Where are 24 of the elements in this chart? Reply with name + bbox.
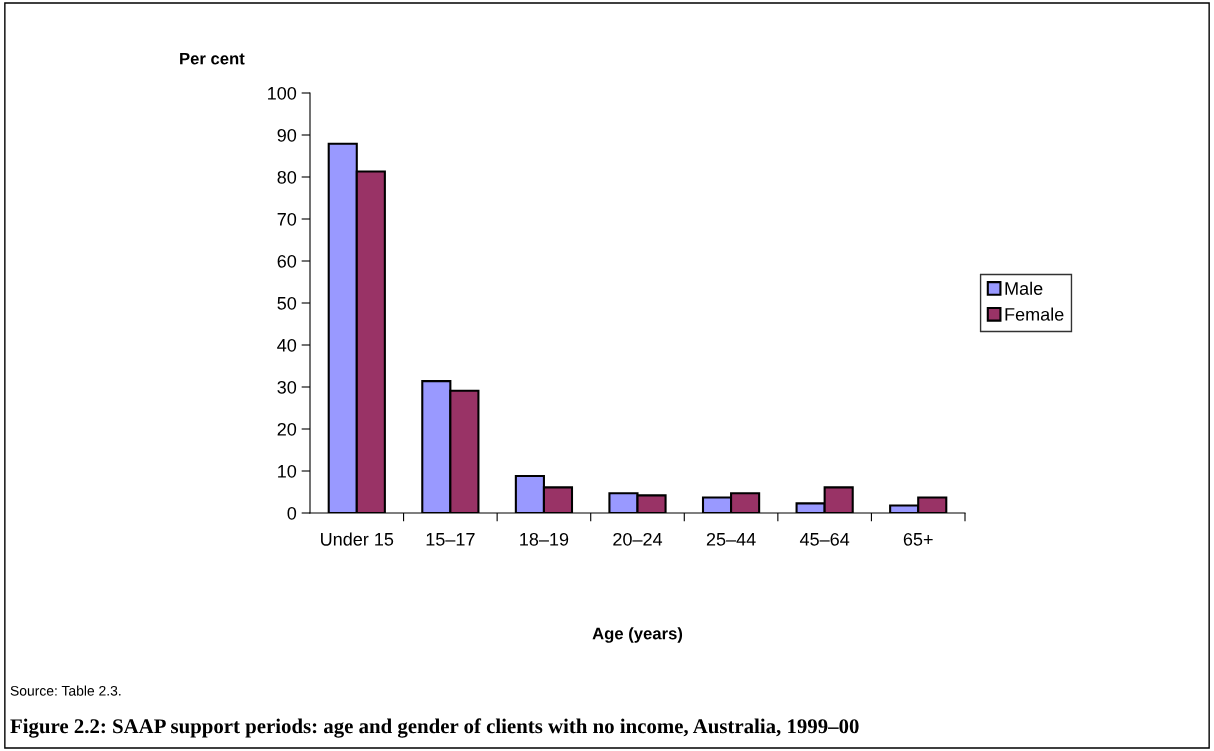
y-tick-label: 20 — [277, 422, 297, 436]
legend-label: Female — [1005, 307, 1064, 321]
text: Figure 2.2: SAAP support periods: age and gender of clients with no income, Australia, 1999–00 — [10, 718, 859, 738]
y-tick-label: 70 — [277, 212, 297, 226]
x-tick-label: 15–17 — [426, 533, 475, 546]
y-axis-title: Per cent — [180, 52, 245, 65]
y-tick-label: 100 — [268, 86, 297, 100]
legend-label: Male — [1005, 281, 1043, 295]
y-tick-label: 10 — [278, 464, 297, 478]
y-tick-label: 90 — [277, 128, 297, 142]
x-tick-label: 65+ — [903, 532, 933, 546]
y-tick-label: 40 — [277, 338, 297, 352]
x-tick-label: 45–64 — [799, 532, 850, 546]
source-note: Source: Table 2.3. — [10, 685, 121, 696]
y-tick-label: 50 — [277, 296, 297, 310]
y-tick-label: 60 — [277, 254, 297, 268]
y-tick-label: 30 — [277, 380, 297, 394]
x-tick-label: Under 15 — [321, 532, 394, 546]
y-tick-label: 80 — [277, 170, 297, 184]
x-axis-title: Age (years) — [592, 627, 683, 643]
x-tick-label: 25–44 — [706, 532, 756, 546]
y-tick-label: 0 — [287, 506, 297, 520]
x-tick-label: 20–24 — [613, 532, 663, 546]
x-tick-label: 18–19 — [520, 532, 569, 546]
